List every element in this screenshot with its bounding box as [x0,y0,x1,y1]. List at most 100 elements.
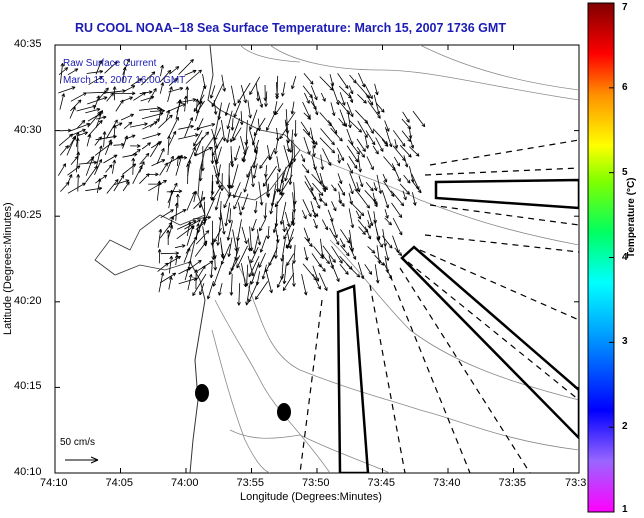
current-vector [224,102,230,116]
current-vector [259,235,267,253]
current-vector [183,247,191,263]
current-vector [365,181,374,192]
current-vector [331,245,343,264]
current-vector [274,139,279,155]
current-vector [213,227,222,243]
current-vector [355,210,361,220]
current-vector [382,173,388,183]
current-vector [249,76,261,96]
x-tick-label: 73:50 [302,477,330,489]
current-vector [266,225,271,240]
current-vector [303,112,312,120]
current-vector [193,190,198,203]
inlet-shore [214,109,301,201]
current-vector [384,246,390,261]
current-vector [403,174,411,184]
current-vector [168,255,174,274]
current-vector [168,87,184,93]
current-vector [186,259,202,272]
current-vector [167,135,171,156]
current-vector [279,128,288,140]
current-vector [311,136,317,149]
current-vector [286,253,295,266]
current-vector [293,120,298,137]
current-vector [141,142,151,150]
current-vector [105,164,113,173]
current-vector [168,116,179,137]
current-vector [373,182,378,192]
current-vector [59,93,65,110]
current-vector [122,66,127,83]
current-vector [372,145,379,155]
current-vector [347,110,352,129]
current-vector [103,154,118,164]
current-vector [169,66,180,75]
current-vector [364,83,373,100]
current-vector [233,191,242,210]
current-vector [139,90,153,95]
current-vector [391,202,403,219]
current-vector [346,264,361,278]
current-vector [58,67,69,76]
current-vector [348,92,354,103]
current-vector [69,128,86,137]
current-vector [167,86,173,103]
current-vector [364,264,373,275]
current-vector [70,122,91,132]
current-vector [112,124,117,139]
current-vector [339,263,349,275]
current-vector [310,190,321,209]
current-vector [245,281,251,306]
current-vector [229,274,234,296]
current-vector [70,99,82,112]
current-vector [149,141,161,158]
current-vector [279,174,293,196]
current-vector [258,252,266,268]
colorbar-tick-label: 5 [622,166,628,178]
current-vector [318,263,326,272]
current-vector [337,154,341,164]
current-vector [66,135,77,156]
current-vector [384,217,392,226]
current-vector [291,75,297,90]
current-vector [122,135,128,149]
current-vector [169,216,174,228]
current-vector [381,139,389,147]
current-vector [168,77,178,87]
current-vector [394,139,398,149]
current-vector [304,175,314,192]
current-vector [166,229,171,246]
current-vector [120,113,135,121]
current-vector [178,124,194,130]
x-tick-label: 73:45 [367,477,396,489]
current-vector [241,146,249,162]
current-vector [402,111,410,123]
current-vector [186,225,195,246]
current-vector [346,145,359,163]
current-vector [266,110,277,131]
beam-outlines [336,178,579,473]
current-vector [197,220,203,234]
current-vector [210,181,215,195]
current-vector [230,154,235,168]
current-vector [374,83,379,96]
current-vector [247,100,252,119]
current-vector [196,100,205,114]
current-vector [383,263,392,280]
current-vector [373,94,381,115]
current-vector [197,118,204,131]
current-vector [149,108,165,113]
x-tick-label: 73:35 [498,477,527,489]
scale-arrow [65,456,99,464]
current-vector [212,261,223,287]
current-vector [174,254,179,266]
current-vector [148,172,159,177]
current-vector [313,218,318,229]
current-vector [94,136,102,146]
current-vector [330,127,343,142]
current-vector [168,276,173,290]
current-vector [166,189,183,194]
current-vector [223,192,232,209]
current-vector [281,82,286,97]
current-vector [408,127,413,139]
